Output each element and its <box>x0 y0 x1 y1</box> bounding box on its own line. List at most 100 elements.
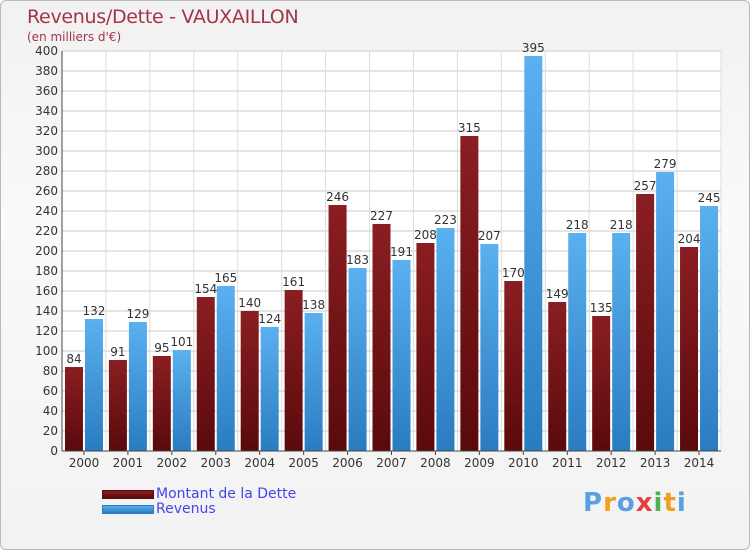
data-label-debt: 95 <box>154 341 169 355</box>
data-label-revenue: 138 <box>302 298 325 312</box>
legend-swatch-debt <box>102 490 154 499</box>
bar-revenue <box>480 244 499 451</box>
y-tick-label: 240 <box>35 204 58 218</box>
y-tick-label: 40 <box>43 404 58 418</box>
bar-revenue <box>348 268 367 451</box>
data-label-revenue: 124 <box>258 312 281 326</box>
x-tick-label: 2003 <box>200 456 231 470</box>
x-tick-label: 2000 <box>69 456 100 470</box>
bar-revenue <box>304 313 323 451</box>
data-label-revenue: 129 <box>126 307 149 321</box>
data-label-debt: 315 <box>458 121 481 135</box>
logo-letter: i <box>676 488 687 518</box>
logo-letter: o <box>616 488 636 518</box>
data-label-revenue: 223 <box>434 213 457 227</box>
data-label-debt: 140 <box>238 296 261 310</box>
y-tick-label: 60 <box>43 384 58 398</box>
bar-debt <box>196 297 215 451</box>
bar-debt <box>108 360 127 451</box>
data-label-revenue: 101 <box>170 335 193 349</box>
y-tick-label: 400 <box>35 44 58 58</box>
y-tick-label: 360 <box>35 84 58 98</box>
y-tick-label: 160 <box>35 284 58 298</box>
data-label-revenue: 218 <box>610 218 633 232</box>
data-label-debt: 257 <box>634 179 657 193</box>
x-tick-label: 2007 <box>376 456 407 470</box>
logo-letter: x <box>635 488 654 518</box>
y-tick-label: 280 <box>35 164 58 178</box>
data-label-debt: 84 <box>66 352 81 366</box>
bar-debt <box>680 247 699 451</box>
y-tick-label: 200 <box>35 244 58 258</box>
y-tick-label: 380 <box>35 64 58 78</box>
bar-debt <box>64 367 83 451</box>
bar-revenue <box>612 233 631 451</box>
legend-label-debt: Montant de la Dette <box>156 486 297 502</box>
data-label-revenue: 183 <box>346 253 369 267</box>
data-label-debt: 204 <box>678 232 701 246</box>
bar-debt <box>152 356 171 451</box>
y-tick-label: 140 <box>35 304 58 318</box>
y-tick-label: 100 <box>35 344 58 358</box>
bar-revenue <box>172 350 191 451</box>
x-tick-label: 2010 <box>508 456 539 470</box>
y-tick-label: 20 <box>43 424 58 438</box>
bar-debt <box>592 316 611 451</box>
x-tick-label: 2009 <box>464 456 495 470</box>
data-label-revenue: 218 <box>566 218 589 232</box>
proxiti-logo: Proxiti <box>583 488 687 518</box>
logo-letter: r <box>603 488 617 518</box>
data-label-debt: 154 <box>194 282 217 296</box>
data-label-revenue: 245 <box>698 191 721 205</box>
x-tick-label: 2004 <box>244 456 275 470</box>
bar-debt <box>328 205 347 451</box>
data-label-revenue: 191 <box>390 245 413 259</box>
y-tick-label: 300 <box>35 144 58 158</box>
bar-revenue <box>436 228 455 451</box>
bar-revenue <box>524 56 543 451</box>
bar-revenue <box>84 319 103 451</box>
x-tick-label: 2001 <box>113 456 144 470</box>
x-tick-label: 2006 <box>332 456 363 470</box>
data-label-revenue: 279 <box>654 157 677 171</box>
y-tick-label: 0 <box>50 444 58 458</box>
x-tick-label: 2008 <box>420 456 451 470</box>
data-label-revenue: 395 <box>522 41 545 55</box>
data-label-debt: 246 <box>326 190 349 204</box>
logo-letter: t <box>663 488 677 518</box>
y-tick-label: 80 <box>43 364 58 378</box>
data-label-debt: 91 <box>110 345 125 359</box>
bar-debt <box>372 224 391 451</box>
data-label-debt: 227 <box>370 209 393 223</box>
data-label-revenue: 165 <box>214 271 237 285</box>
bar-revenue <box>216 286 235 451</box>
x-tick-label: 2002 <box>157 456 188 470</box>
bar-revenue <box>260 327 279 451</box>
y-tick-label: 220 <box>35 224 58 238</box>
legend-label-revenue: Revenus <box>156 501 216 517</box>
logo-letter: i <box>653 488 664 518</box>
x-tick-label: 2005 <box>288 456 319 470</box>
x-tick-label: 2011 <box>552 456 583 470</box>
data-label-debt: 149 <box>546 287 569 301</box>
y-tick-label: 260 <box>35 184 58 198</box>
bar-revenue <box>568 233 587 451</box>
chart-title: Revenus/Dette - VAUXAILLON <box>27 6 299 28</box>
y-tick-label: 180 <box>35 264 58 278</box>
bar-debt <box>504 281 523 451</box>
bar-revenue <box>656 172 675 451</box>
y-tick-label: 320 <box>35 124 58 138</box>
bar-debt <box>284 290 303 451</box>
data-label-debt: 170 <box>502 266 525 280</box>
bar-debt <box>548 302 567 451</box>
data-label-revenue: 207 <box>478 229 501 243</box>
x-tick-label: 2012 <box>596 456 627 470</box>
logo-letter: P <box>583 488 604 518</box>
bar-debt <box>416 243 435 451</box>
data-label-revenue: 132 <box>83 304 106 318</box>
data-label-debt: 135 <box>590 301 613 315</box>
data-label-debt: 161 <box>282 275 305 289</box>
legend-swatch-revenue <box>102 505 154 514</box>
